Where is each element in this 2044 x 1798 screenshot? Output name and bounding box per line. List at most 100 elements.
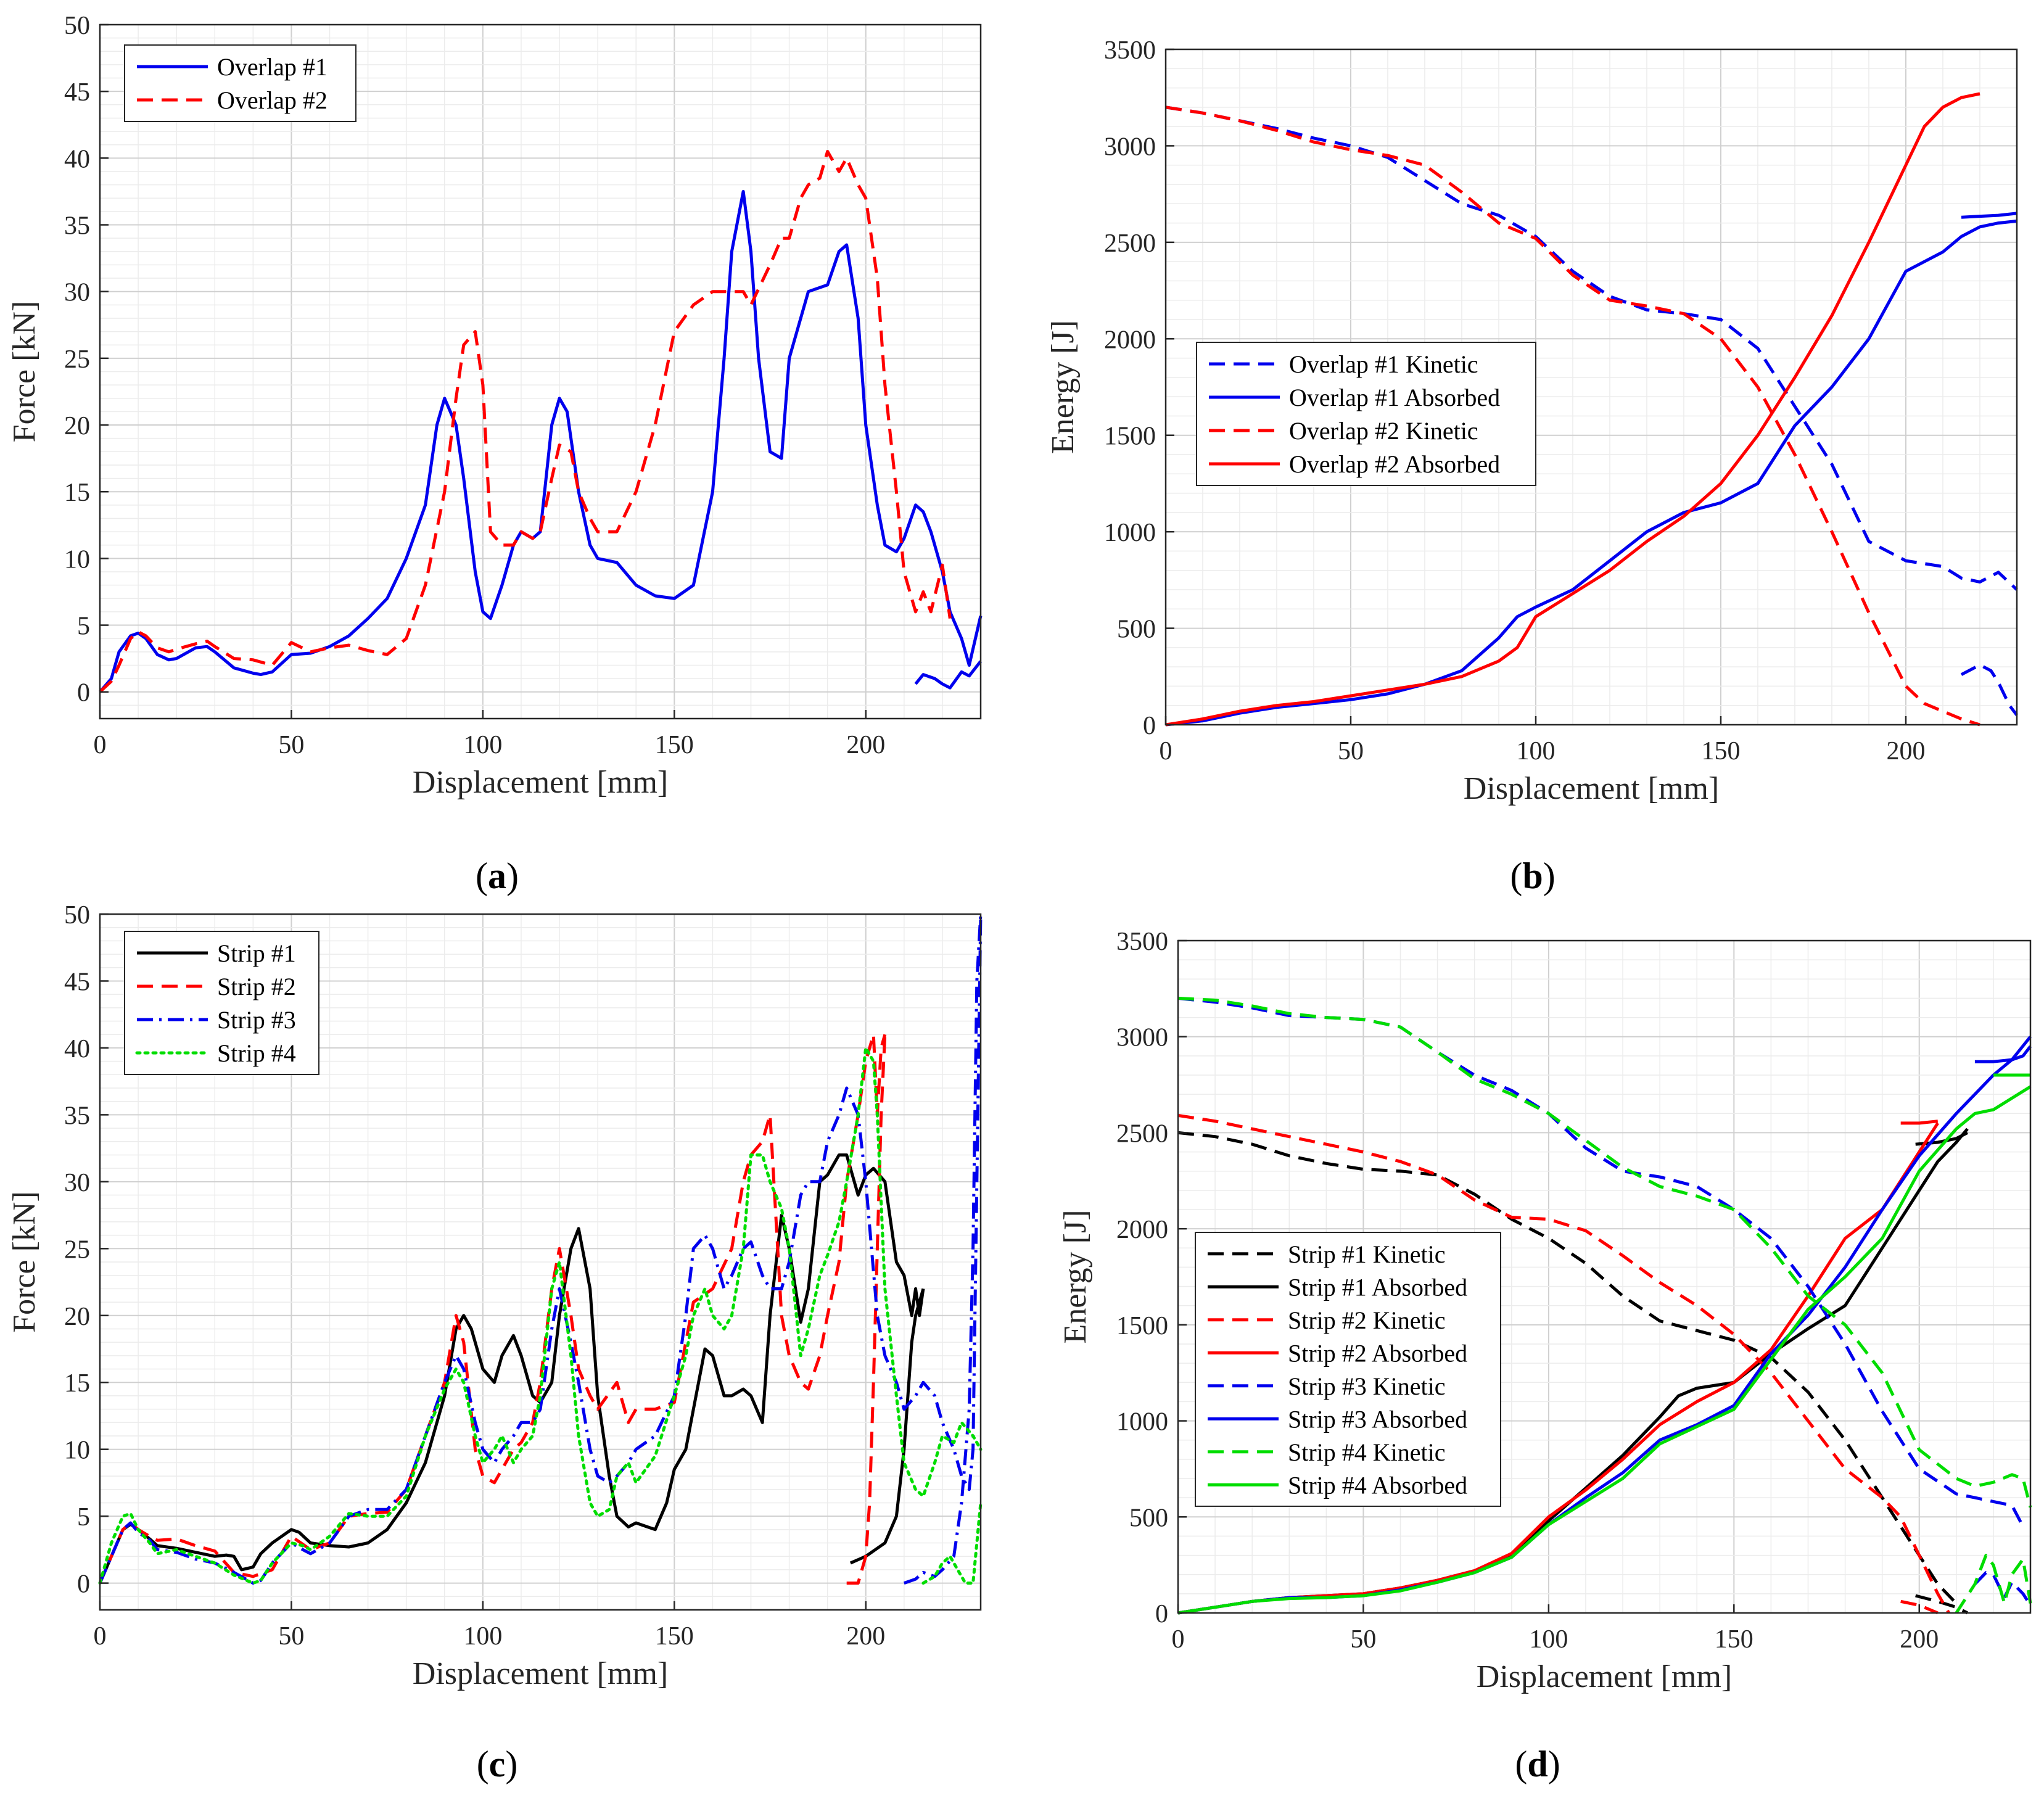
series-line-strip-4-kinetic [1955, 1554, 2032, 1614]
panel-c: 0 50 100 150 200 0 5 10 15 20 25 30 35 40 45 50 Displace… [7, 901, 983, 1784]
legend-label: Strip #4 [217, 1039, 296, 1067]
y-tick-label: 3500 [1104, 36, 1156, 65]
series-line-strip-4 [921, 1501, 983, 1585]
y-tick-label: 20 [64, 1303, 90, 1331]
series-line-strip-1-kinetic [1177, 1131, 1958, 1605]
axes-box-c [99, 913, 982, 1611]
panel-caption-b: (b) [1510, 856, 1555, 896]
x-tick-label: 50 [278, 1622, 304, 1651]
series-line-strip-2-kinetic [1900, 1599, 1939, 1615]
series-line-strip-3-absorbed [1974, 1045, 2032, 1063]
panel-b: 0 50 100 150 2000500100015002000250030003500… [1045, 36, 2018, 896]
panel-caption-d: (d) [1515, 1744, 1560, 1784]
legend-label: Strip #1 [217, 939, 296, 967]
y-axis-label: Force [kN] [7, 301, 42, 443]
x-tick-label: 100 [1529, 1625, 1568, 1654]
legend-label: Strip #3 Absorbed [1288, 1405, 1467, 1433]
y-tick-label: 15 [64, 1369, 90, 1398]
series-line-overlap-1-absorbed [1961, 212, 2017, 219]
x-tick-label: 150 [655, 731, 694, 759]
x-tick-label: 0 [1160, 737, 1172, 765]
series-line-strip-2-absorbed [1900, 1120, 1939, 1125]
x-axis-label: Displacement [mm] [1477, 1659, 1732, 1694]
legend-c: Strip #1 Strip #2 Strip #3 Strip #4 [124, 931, 319, 1075]
y-tick-label: 1000 [1104, 519, 1156, 547]
x-tick-label: 0 [94, 1622, 107, 1651]
legend-label: Overlap #2 [217, 86, 328, 114]
axes-box-a [99, 23, 982, 720]
series-group-c [98, 913, 983, 1585]
tick-labels-a: 0 50 100 150 200 0 5 10 15 20 25 30 35 40 45 50 [64, 12, 885, 759]
panel-d: 0 50 100 150 2000500100015002000250030003500… [1058, 928, 2032, 1784]
grid-c [100, 914, 981, 1610]
panel-caption-a: (a) [476, 856, 519, 896]
y-tick-label: 1500 [1116, 1312, 1168, 1340]
y-tick-label: 5 [77, 1503, 90, 1532]
y-tick-label: 3000 [1104, 133, 1156, 161]
legend-label: Overlap #1 Kinetic [1289, 350, 1478, 378]
series-line-strip-4-absorbed [1177, 1085, 2032, 1615]
y-tick-label: 2000 [1116, 1216, 1168, 1244]
series-line-overlap-1 [99, 189, 983, 693]
y-tick-label: 1000 [1116, 1408, 1168, 1437]
y-axis-label: Force [kN] [7, 1191, 42, 1333]
y-axis-label: Energy [J] [1058, 1210, 1093, 1343]
legend-box [1196, 342, 1536, 486]
series-line-overlap-1-absorbed [1165, 219, 2017, 727]
x-tick-label: 50 [1338, 737, 1364, 765]
series-line-strip-3-kinetic [1974, 1571, 2032, 1606]
x-tick-label: 200 [1900, 1625, 1939, 1654]
series-group-a [99, 150, 983, 693]
legend-label: Strip #4 Absorbed [1288, 1471, 1467, 1499]
legend-label: Overlap #1 [217, 53, 328, 81]
legend-label: Strip #1 Absorbed [1288, 1273, 1467, 1301]
y-tick-label: 40 [64, 1035, 90, 1063]
y-tick-label: 5 [77, 612, 90, 641]
series-line-overlap-2-absorbed [1165, 92, 1980, 727]
y-tick-label: 45 [64, 968, 90, 996]
series-line-strip-4 [98, 1046, 983, 1585]
y-tick-label: 2500 [1116, 1120, 1168, 1148]
y-tick-label: 0 [77, 1570, 90, 1599]
legend-b: Overlap #1 Kinetic Overlap #1 Absorbed Ove… [1196, 342, 1536, 486]
legend-label: Strip #1 Kinetic [1288, 1240, 1446, 1268]
tick-labels-c: 0 50 100 150 200 0 5 10 15 20 25 30 35 40 45 50 [64, 901, 885, 1651]
y-tick-label: 50 [64, 901, 90, 930]
x-axis-label: Displacement [mm] [1464, 771, 1719, 806]
legend-label: Strip #2 Absorbed [1288, 1339, 1467, 1367]
legend-label: Strip #4 Kinetic [1288, 1438, 1446, 1466]
series-line-overlap-2 [99, 150, 952, 693]
legend-label: Strip #2 [217, 973, 296, 1000]
legend-label: Strip #2 Kinetic [1288, 1306, 1446, 1334]
legend-a: Overlap #1 Overlap #2 [124, 44, 356, 122]
axes-box-b [1164, 48, 2018, 726]
legend-box [1195, 1232, 1501, 1507]
y-tick-label: 30 [64, 279, 90, 307]
x-tick-label: 150 [655, 1622, 694, 1651]
y-tick-label: 20 [64, 412, 90, 440]
x-tick-label: 150 [1702, 737, 1741, 765]
y-tick-label: 35 [64, 1102, 90, 1130]
series-line-strip-2-kinetic [1177, 1113, 1950, 1614]
legend-box [124, 44, 356, 122]
series-line-strip-3 [903, 913, 983, 1585]
axes-box-d [1177, 939, 2032, 1614]
y-tick-label: 0 [1143, 712, 1156, 740]
y-tick-label: 1500 [1104, 423, 1156, 451]
y-tick-label: 3000 [1116, 1024, 1168, 1052]
legend-label: Strip #3 [217, 1006, 296, 1034]
series-group-b [1165, 92, 2018, 727]
legend-label: Overlap #2 Kinetic [1289, 417, 1478, 445]
series-line-overlap-1 [914, 660, 982, 690]
x-tick-label: 150 [1715, 1625, 1753, 1654]
y-tick-label: 10 [64, 545, 90, 574]
y-tick-label: 3500 [1116, 928, 1168, 956]
legend-label: Strip #3 Kinetic [1288, 1372, 1446, 1400]
y-tick-label: 500 [1129, 1504, 1168, 1532]
x-tick-label: 200 [1887, 737, 1926, 765]
x-tick-label: 0 [94, 731, 107, 759]
x-tick-label: 0 [1172, 1625, 1185, 1654]
x-axis-label: Displacement [mm] [413, 1656, 668, 1691]
